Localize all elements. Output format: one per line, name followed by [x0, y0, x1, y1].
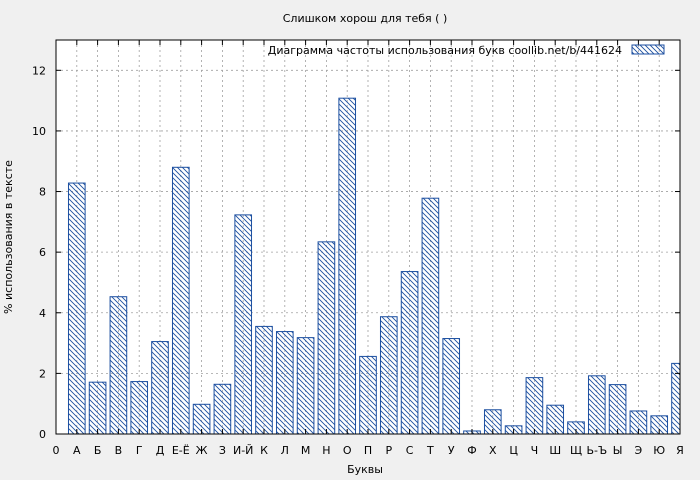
- y-axis: 0 2 4 6 8 10 12: [32, 64, 680, 441]
- x-tick-label: Щ: [570, 444, 582, 457]
- x-tick-label: Я: [676, 444, 684, 457]
- bar-П: [359, 355, 377, 435]
- legend-label: Диаграмма частоты использования букв coo…: [268, 44, 622, 57]
- x-tick-label: З: [219, 444, 226, 457]
- x-tick-label: Т: [426, 444, 434, 457]
- y-tick-label: 10: [32, 125, 46, 138]
- x-tick-label: Х: [489, 444, 497, 457]
- bar-К: [255, 325, 273, 435]
- bar-С: [400, 271, 419, 435]
- legend-swatch: [631, 44, 665, 55]
- x-tick-label: В: [115, 444, 123, 457]
- x-tick-label: О: [343, 444, 352, 457]
- y-tick-label: 2: [39, 367, 46, 380]
- legend: Диаграмма частоты использования букв coo…: [268, 44, 665, 57]
- x-tick-label: Д: [156, 444, 165, 457]
- bar-Г: [130, 381, 149, 435]
- bar-А: [67, 182, 86, 435]
- bar-Ы: [608, 384, 627, 435]
- x-tick-label: Ь-Ъ: [586, 444, 607, 457]
- x-tick-label: Е-Ё: [172, 444, 190, 457]
- x-tick-label: У: [448, 444, 455, 457]
- x-tick-label: И-Й: [233, 444, 253, 457]
- bar-У: [442, 338, 461, 435]
- grid: [56, 40, 680, 434]
- x-tick-label: М: [301, 444, 311, 457]
- bar-Т: [421, 197, 440, 435]
- x-tick-label: Ю: [653, 444, 665, 457]
- y-tick-label: 0: [39, 428, 46, 441]
- y-tick-label: 4: [39, 307, 46, 320]
- bar-Я: [671, 362, 681, 435]
- x-tick-label: 0: [53, 444, 60, 457]
- chart-title: Слишком хорош для тебя ( ): [283, 12, 448, 25]
- bar-Ь-Ъ: [587, 375, 606, 435]
- x-tick-label: Ы: [613, 444, 623, 457]
- x-axis-label: Буквы: [347, 463, 383, 476]
- x-tick-label: Р: [385, 444, 392, 457]
- bar-З: [213, 383, 232, 435]
- x-tick-label: С: [406, 444, 414, 457]
- bar-Ч: [525, 377, 544, 435]
- x-tick-label: Ш: [549, 444, 561, 457]
- y-tick-label: 12: [32, 64, 46, 77]
- bar-О: [338, 97, 357, 435]
- x-tick-label: Э: [635, 444, 643, 457]
- x-tick-label: Ж: [196, 444, 208, 457]
- x-tick-label: А: [73, 444, 81, 457]
- x-tick-label: Ч: [531, 444, 539, 457]
- y-tick-label: 8: [39, 186, 46, 199]
- x-tick-label: Л: [281, 444, 289, 457]
- x-axis: 0 А Б В Г Д Е-Ё Ж З И-Й К Л М Н О П Р С Т У Ф Х Ц Ч Ш Щ Ь-Ъ Ы Э Ю Я: [53, 40, 684, 457]
- x-tick-label: Г: [136, 444, 143, 457]
- bar-Е-Ё: [171, 166, 190, 435]
- x-tick-label: К: [260, 444, 268, 457]
- y-axis-label: % использования в тексте: [2, 160, 15, 314]
- x-tick-label: Ц: [509, 444, 518, 457]
- bar-М: [296, 337, 315, 435]
- y-tick-label: 6: [39, 246, 46, 259]
- x-tick-label: Н: [322, 444, 330, 457]
- bar-Р: [379, 316, 398, 435]
- x-tick-label: П: [364, 444, 372, 457]
- x-tick-label: Б: [94, 444, 102, 457]
- bar-И-Й: [234, 214, 253, 435]
- bar-Д: [151, 341, 169, 435]
- bar-В: [109, 296, 128, 435]
- bar-Б: [88, 381, 107, 435]
- x-tick-label: Ф: [467, 444, 476, 457]
- bar-Н: [317, 241, 336, 435]
- bar-Л: [275, 331, 294, 435]
